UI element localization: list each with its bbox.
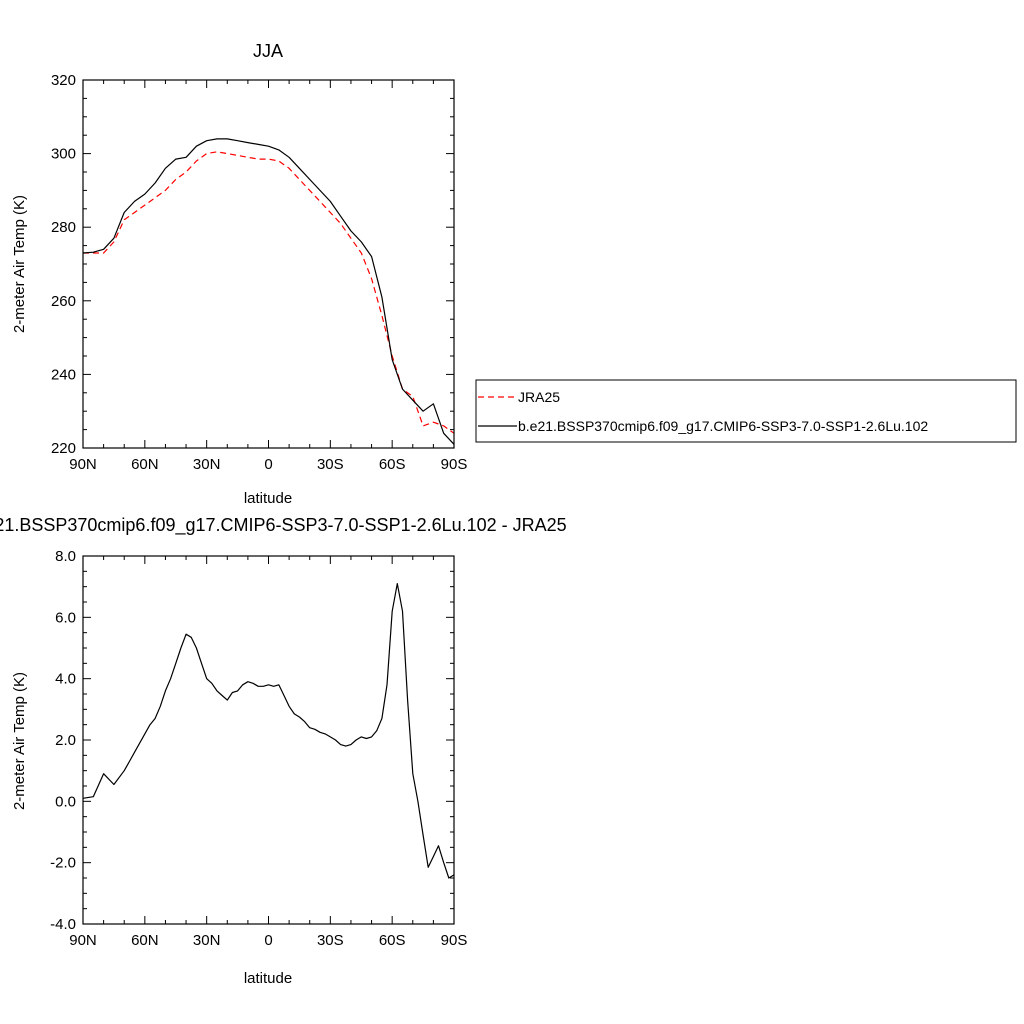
top-x-tick-label: 60N: [131, 456, 159, 473]
bottom-panel: b.e21.BSSP370cmip6.f09_g17.CMIP6-SSP3-7.…: [0, 515, 567, 987]
bottom-y-tick-label: 0.0: [55, 793, 76, 810]
top-panel: JJA 2-meter Air Temp (K) latitude 90N 60N…: [11, 41, 467, 507]
legend-jra25-label: JRA25: [518, 389, 560, 405]
bottom-y-tick-label: -4.0: [50, 916, 76, 933]
top-x-tick-label: 60S: [379, 456, 406, 473]
bottom-y-axis-label: 2-meter Air Temp (K): [11, 672, 28, 810]
legend-model-label: b.e21.BSSP370cmip6.f09_g17.CMIP6-SSP3-7.…: [518, 418, 928, 434]
bottom-y-tick-label: 2.0: [55, 732, 76, 749]
top-chart-title: JJA: [253, 41, 283, 61]
bottom-y-tick-label: 8.0: [55, 548, 76, 565]
top-x-tick-label: 30N: [193, 456, 221, 473]
bottom-x-tick-label: 90S: [441, 932, 468, 949]
bottom-chart-title: b.e21.BSSP370cmip6.f09_g17.CMIP6-SSP3-7.…: [0, 515, 567, 536]
bottom-x-tick-label: 30S: [317, 932, 344, 949]
bottom-x-tick-label: 90N: [69, 932, 97, 949]
bottom-x-tick-label: 60S: [379, 932, 406, 949]
bottom-y-tick-label: 4.0: [55, 671, 76, 688]
bottom-plot-frame: [82, 555, 455, 925]
top-x-tick-label: 90N: [69, 456, 97, 473]
legend: JRA25 b.e21.BSSP370cmip6.f09_g17.CMIP6-S…: [475, 379, 1017, 443]
bottom-x-axis-label: latitude: [244, 970, 292, 987]
top-x-tick-label: 30S: [317, 456, 344, 473]
top-y-tick-label: 260: [51, 293, 76, 310]
top-series-model-line: [82, 138, 455, 445]
top-y-tick-label: 240: [51, 366, 76, 383]
top-y-tick-label: 220: [51, 440, 76, 457]
top-y-tick-label: 300: [51, 146, 76, 163]
top-y-tick-label: 280: [51, 219, 76, 236]
top-x-axis-label: latitude: [244, 490, 292, 507]
top-x-tick-label: 0: [264, 456, 272, 473]
bottom-x-tick-label: 30N: [193, 932, 221, 949]
top-y-tick-label: 320: [51, 72, 76, 89]
bottom-y-tick-label: -2.0: [50, 855, 76, 872]
bottom-series-model-line: [82, 582, 455, 879]
bottom-x-tick-label: 0: [264, 932, 272, 949]
top-plot-frame: [82, 79, 455, 449]
bottom-x-tick-label: 60N: [131, 932, 159, 949]
legend-box: [475, 379, 1017, 443]
top-y-axis-label: 2-meter Air Temp (K): [11, 195, 28, 333]
bottom-y-tick-label: 6.0: [55, 609, 76, 626]
top-series-jra25-line: [83, 151, 455, 434]
top-x-tick-label: 90S: [441, 456, 468, 473]
